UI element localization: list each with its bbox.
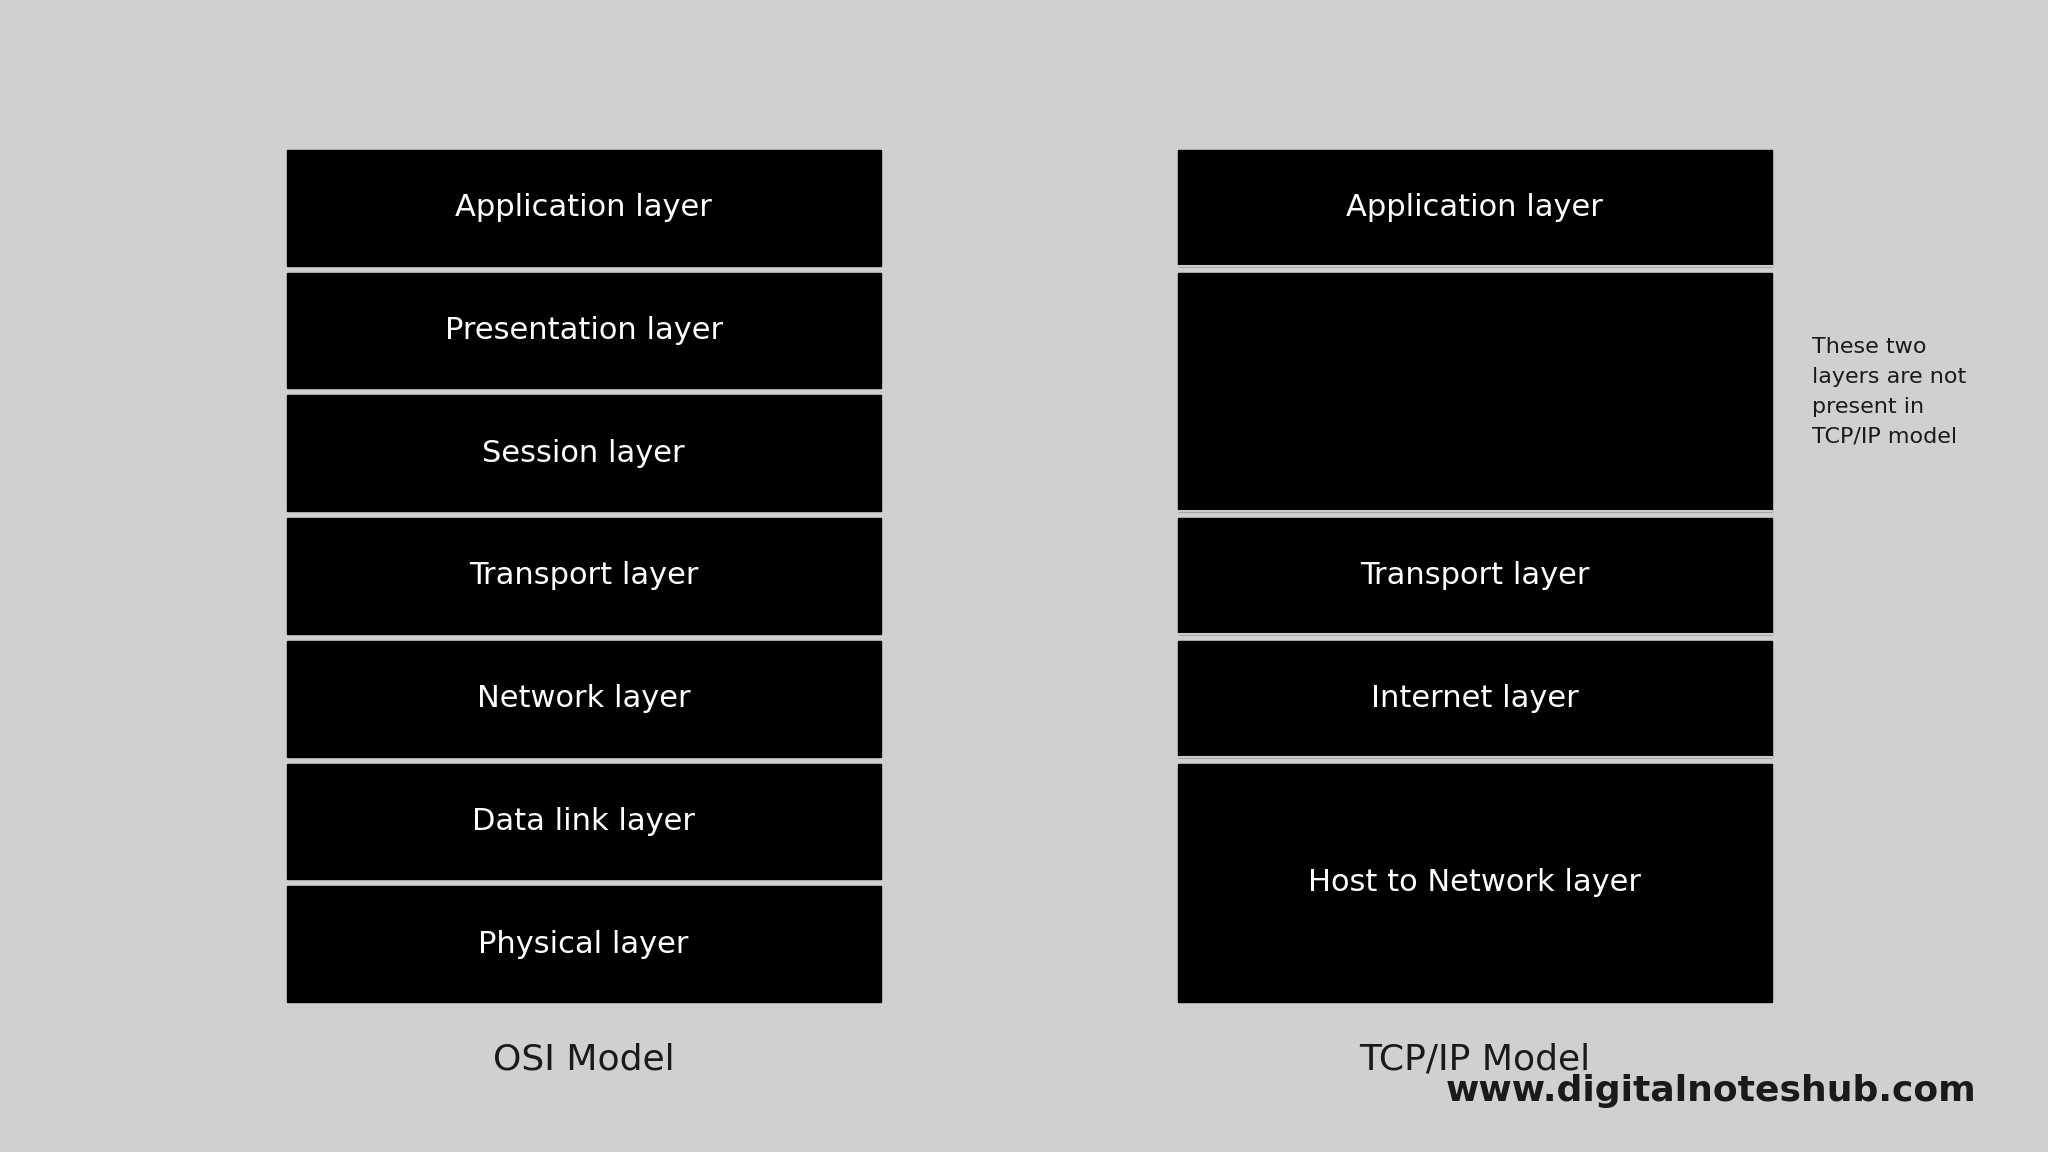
- Text: TCP/IP Model: TCP/IP Model: [1360, 1043, 1589, 1077]
- Text: Transport layer: Transport layer: [469, 561, 698, 591]
- Bar: [287, 886, 881, 1002]
- Text: Transport layer: Transport layer: [1360, 561, 1589, 591]
- Text: These two
layers are not
present in
TCP/IP model: These two layers are not present in TCP/…: [1812, 338, 1966, 446]
- Bar: [1178, 764, 1772, 1002]
- Text: Network layer: Network layer: [477, 684, 690, 713]
- Bar: [287, 395, 881, 511]
- Text: Physical layer: Physical layer: [479, 930, 688, 958]
- Bar: [287, 518, 881, 634]
- Bar: [287, 150, 881, 266]
- Text: Host to Network layer: Host to Network layer: [1309, 869, 1640, 897]
- Bar: [287, 273, 881, 388]
- Bar: [1178, 150, 1772, 266]
- Text: Session layer: Session layer: [483, 439, 684, 468]
- Text: Data link layer: Data link layer: [473, 808, 694, 836]
- Text: Internet layer: Internet layer: [1370, 684, 1579, 713]
- Bar: [287, 764, 881, 879]
- Text: OSI Model: OSI Model: [494, 1043, 674, 1077]
- Text: www.digitalnoteshub.com: www.digitalnoteshub.com: [1446, 1074, 1976, 1108]
- Bar: [1178, 518, 1772, 634]
- Bar: [287, 641, 881, 757]
- Text: Application layer: Application layer: [455, 194, 713, 222]
- Bar: [1178, 273, 1772, 511]
- Text: Application layer: Application layer: [1346, 194, 1604, 222]
- Bar: [1178, 641, 1772, 757]
- Text: Presentation layer: Presentation layer: [444, 316, 723, 344]
